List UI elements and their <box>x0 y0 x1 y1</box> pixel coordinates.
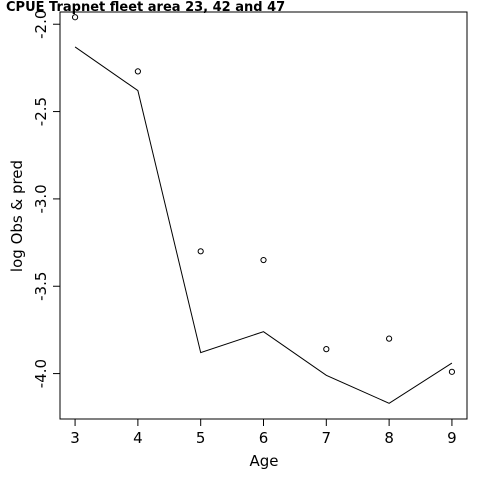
observed-point <box>197 248 204 255</box>
observed-point <box>260 256 267 264</box>
chart-title: CPUE Trapnet fleet area 23, 42 and 47 <box>6 0 285 15</box>
y-tick-label: -2.5 <box>32 97 50 126</box>
x-tick-label: 9 <box>447 429 457 447</box>
y-tick-label: -2.0 <box>32 10 50 39</box>
x-tick-label: 3 <box>70 429 80 447</box>
observed-point <box>71 14 79 21</box>
observed-point <box>134 68 141 75</box>
x-axis: 3 4 5 6 7 8 9 <box>70 419 457 447</box>
x-tick-label: 6 <box>259 429 269 447</box>
y-tick-label: -4.0 <box>32 359 50 388</box>
x-axis-label: Age <box>249 452 278 470</box>
y-axis: -2.0 -2.5 -3.0 -3.5 -4.0 <box>32 10 60 388</box>
y-tick-label: -3.0 <box>32 184 50 213</box>
y-tick-label: -3.5 <box>32 272 50 301</box>
y-axis-label: log Obs & pred <box>8 160 26 272</box>
plot-area <box>71 14 456 404</box>
observed-point <box>448 368 456 375</box>
x-tick-label: 7 <box>322 429 332 447</box>
x-tick-label: 4 <box>133 429 143 447</box>
x-tick-label: 5 <box>196 429 206 447</box>
observed-point <box>386 335 393 342</box>
predicted-line <box>74 46 453 404</box>
x-tick-label: 8 <box>384 429 394 447</box>
plot-frame <box>59 11 468 420</box>
observed-point <box>323 346 330 353</box>
